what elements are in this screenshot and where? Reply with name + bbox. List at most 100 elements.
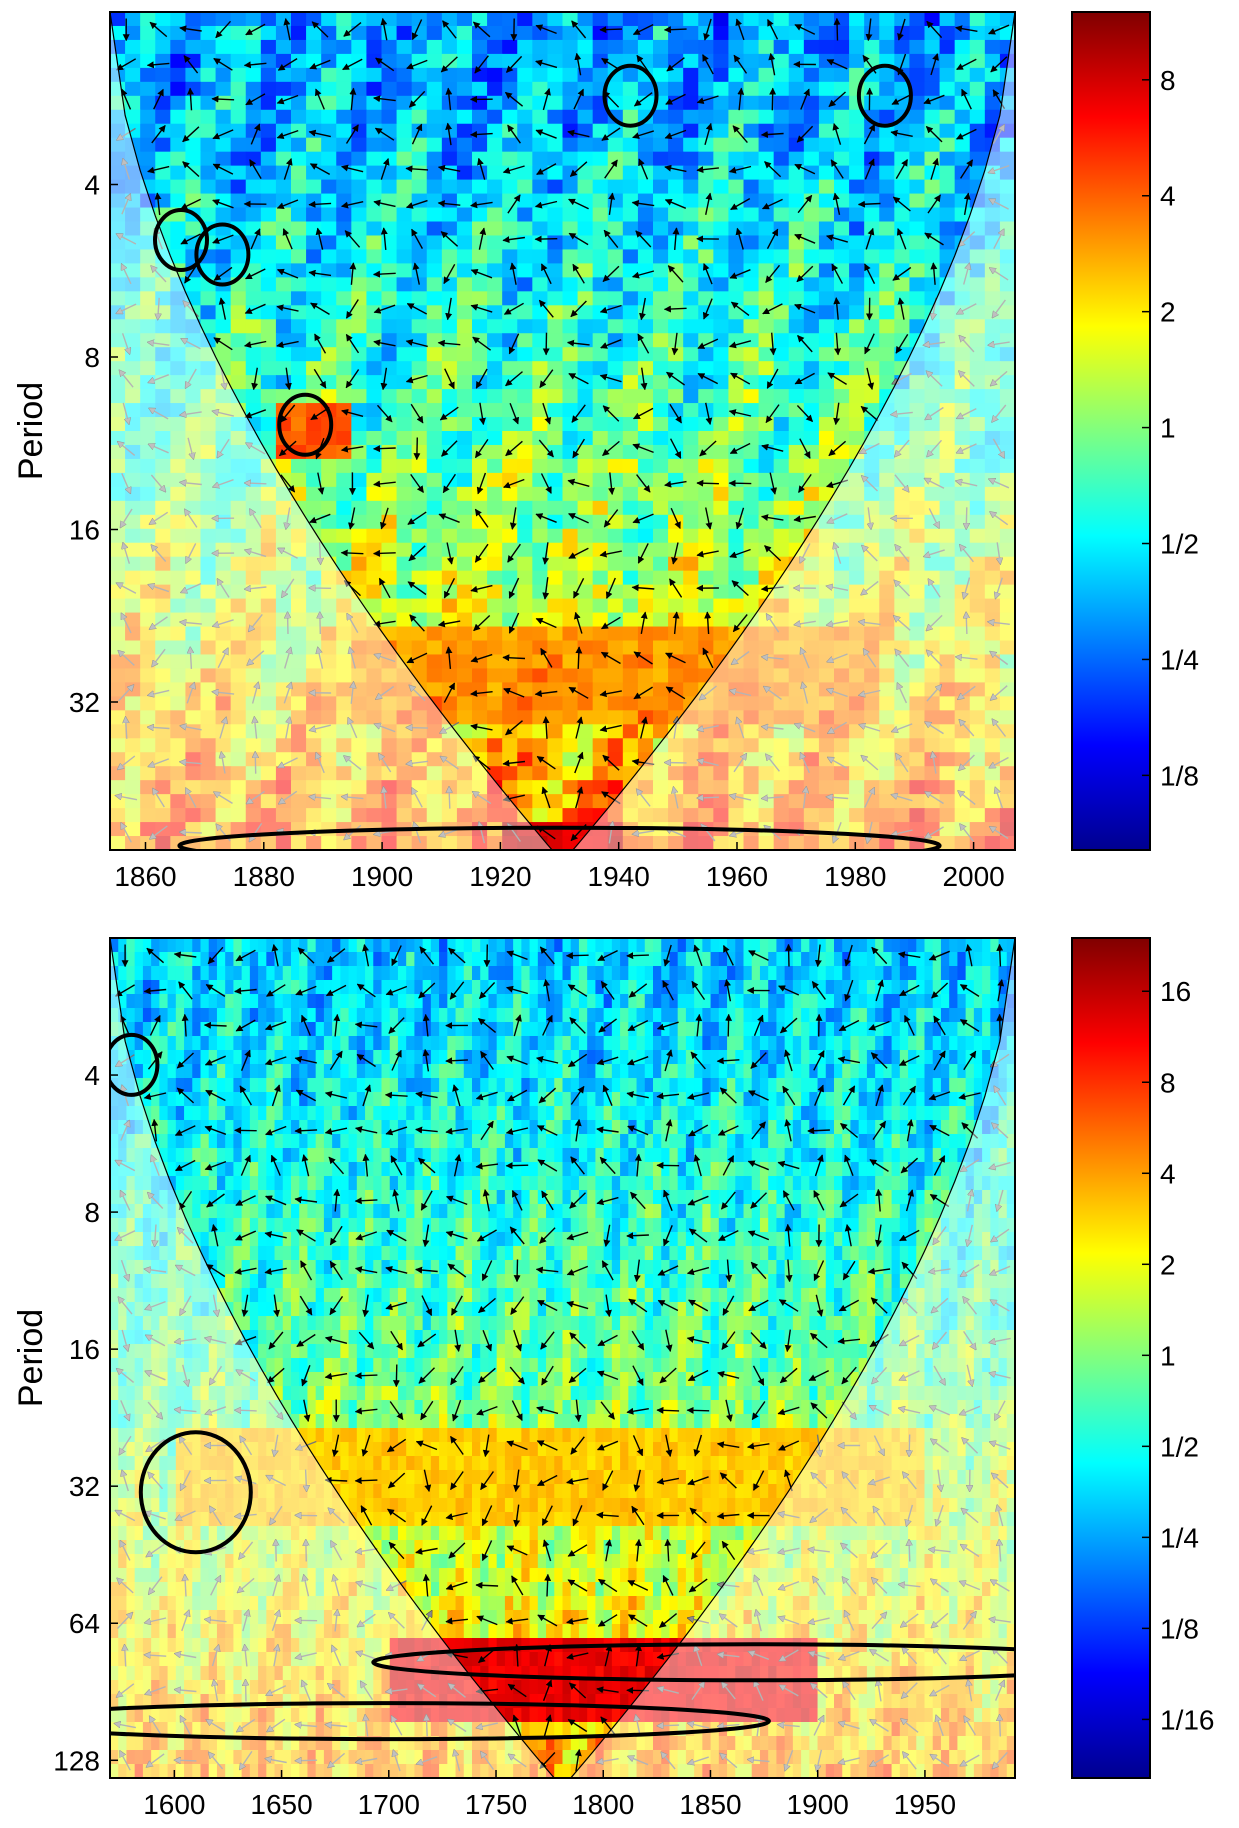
heatmap-cell <box>532 696 549 711</box>
heatmap-cell <box>282 994 292 1009</box>
heatmap-cell <box>291 319 307 334</box>
heatmap-cell <box>426 361 443 376</box>
heatmap-cell <box>713 151 730 167</box>
heatmap-cell <box>858 1008 868 1023</box>
heatmap-cell <box>547 39 564 55</box>
heatmap-cell <box>939 333 956 348</box>
heatmap-cell <box>170 67 187 83</box>
heatmap-cell <box>351 305 368 320</box>
heatmap-cell <box>758 249 775 264</box>
heatmap-cell <box>743 952 753 967</box>
heatmap-cell <box>788 179 805 195</box>
heatmap-cell <box>743 12 760 27</box>
heatmap-cell <box>184 980 193 995</box>
heatmap-cell <box>683 165 699 181</box>
heatmap-cell <box>366 361 383 376</box>
heatmap-cell <box>788 319 805 334</box>
heatmap-cell <box>653 682 669 697</box>
heatmap-cell <box>713 472 730 488</box>
heatmap-cell <box>702 980 712 995</box>
heatmap-cell <box>291 458 307 474</box>
heatmap-cell <box>441 347 458 362</box>
heatmap-cell <box>336 81 352 97</box>
heatmap-cell <box>260 249 277 264</box>
heatmap-cell <box>637 626 654 642</box>
heatmap-cell <box>381 403 398 418</box>
heatmap-cell <box>677 952 687 967</box>
heatmap-cell <box>496 938 506 953</box>
heatmap-cell <box>592 654 609 670</box>
heatmap-cell <box>351 333 368 348</box>
heatmap-cell <box>999 431 1015 446</box>
heatmap-cell <box>366 39 383 55</box>
heatmap-cell <box>321 151 337 167</box>
heatmap-cell <box>998 966 1008 981</box>
heatmap-cell <box>439 994 448 1009</box>
heatmap-cell <box>834 25 850 41</box>
heatmap-cell <box>547 710 564 725</box>
heatmap-cell <box>291 39 307 55</box>
heatmap-cell <box>502 249 518 264</box>
heatmap-cell <box>260 53 277 69</box>
heatmap-cell <box>818 137 835 153</box>
heatmap-cell <box>939 193 956 209</box>
heatmap-cell <box>426 179 443 195</box>
heatmap-cell <box>562 752 579 767</box>
heatmap-cell <box>547 584 564 600</box>
heatmap-cell <box>607 151 624 167</box>
heatmap-cell <box>315 1008 325 1023</box>
heatmap-cell <box>140 207 156 223</box>
heatmap-cell <box>562 179 579 195</box>
heatmap-cell <box>291 966 300 981</box>
heatmap-cell <box>562 938 572 953</box>
heatmap-cell <box>743 25 760 41</box>
heatmap-cell <box>351 207 368 223</box>
heatmap-cell <box>381 319 398 334</box>
heatmap-cell <box>487 542 503 558</box>
heatmap-cell <box>315 938 325 953</box>
heatmap-cell <box>939 347 956 362</box>
heatmap-cell <box>728 137 745 153</box>
x-tick-label: 2000 <box>942 861 1004 892</box>
heatmap-cell <box>939 39 956 55</box>
heatmap-cell <box>456 542 473 558</box>
heatmap-cell <box>426 123 443 139</box>
heatmap-cell <box>366 25 383 41</box>
heatmap-cell <box>306 277 322 292</box>
heatmap-cell <box>456 584 473 600</box>
heatmap-cell <box>215 179 232 195</box>
heatmap-cell <box>502 25 518 41</box>
heatmap-cell <box>562 347 579 362</box>
heatmap-cell <box>607 431 624 446</box>
heatmap-cell <box>396 626 413 642</box>
heatmap-cell <box>532 333 549 348</box>
heatmap-cell <box>595 938 605 953</box>
heatmap-cell <box>517 137 533 153</box>
heatmap-cell <box>622 291 639 306</box>
heatmap-cell <box>743 417 760 432</box>
heatmap-cell <box>758 361 775 376</box>
heatmap-cell <box>532 431 549 446</box>
heatmap-cell <box>411 291 428 306</box>
heatmap-cell <box>185 333 202 348</box>
heatmap-cell <box>939 263 956 278</box>
heatmap-cell <box>683 249 699 264</box>
heatmap-cell <box>170 417 187 432</box>
heatmap-cell <box>999 375 1015 390</box>
heatmap-cell <box>215 151 232 167</box>
heatmap-cell <box>577 179 594 195</box>
heatmap-cell <box>151 980 160 995</box>
heatmap-cell <box>562 95 579 111</box>
heatmap-cell <box>883 952 893 967</box>
heatmap-cell <box>758 39 775 55</box>
heatmap-cell <box>351 570 368 586</box>
heatmap-cell <box>233 1008 243 1023</box>
heatmap-cell <box>592 361 609 376</box>
heatmap-cell <box>758 570 775 586</box>
heatmap-cell <box>788 263 805 278</box>
heatmap-cell <box>939 137 956 153</box>
heatmap-cell <box>336 235 352 251</box>
heatmap-cell <box>982 966 991 981</box>
heatmap-cell <box>636 966 646 981</box>
heatmap-cell <box>208 938 218 953</box>
